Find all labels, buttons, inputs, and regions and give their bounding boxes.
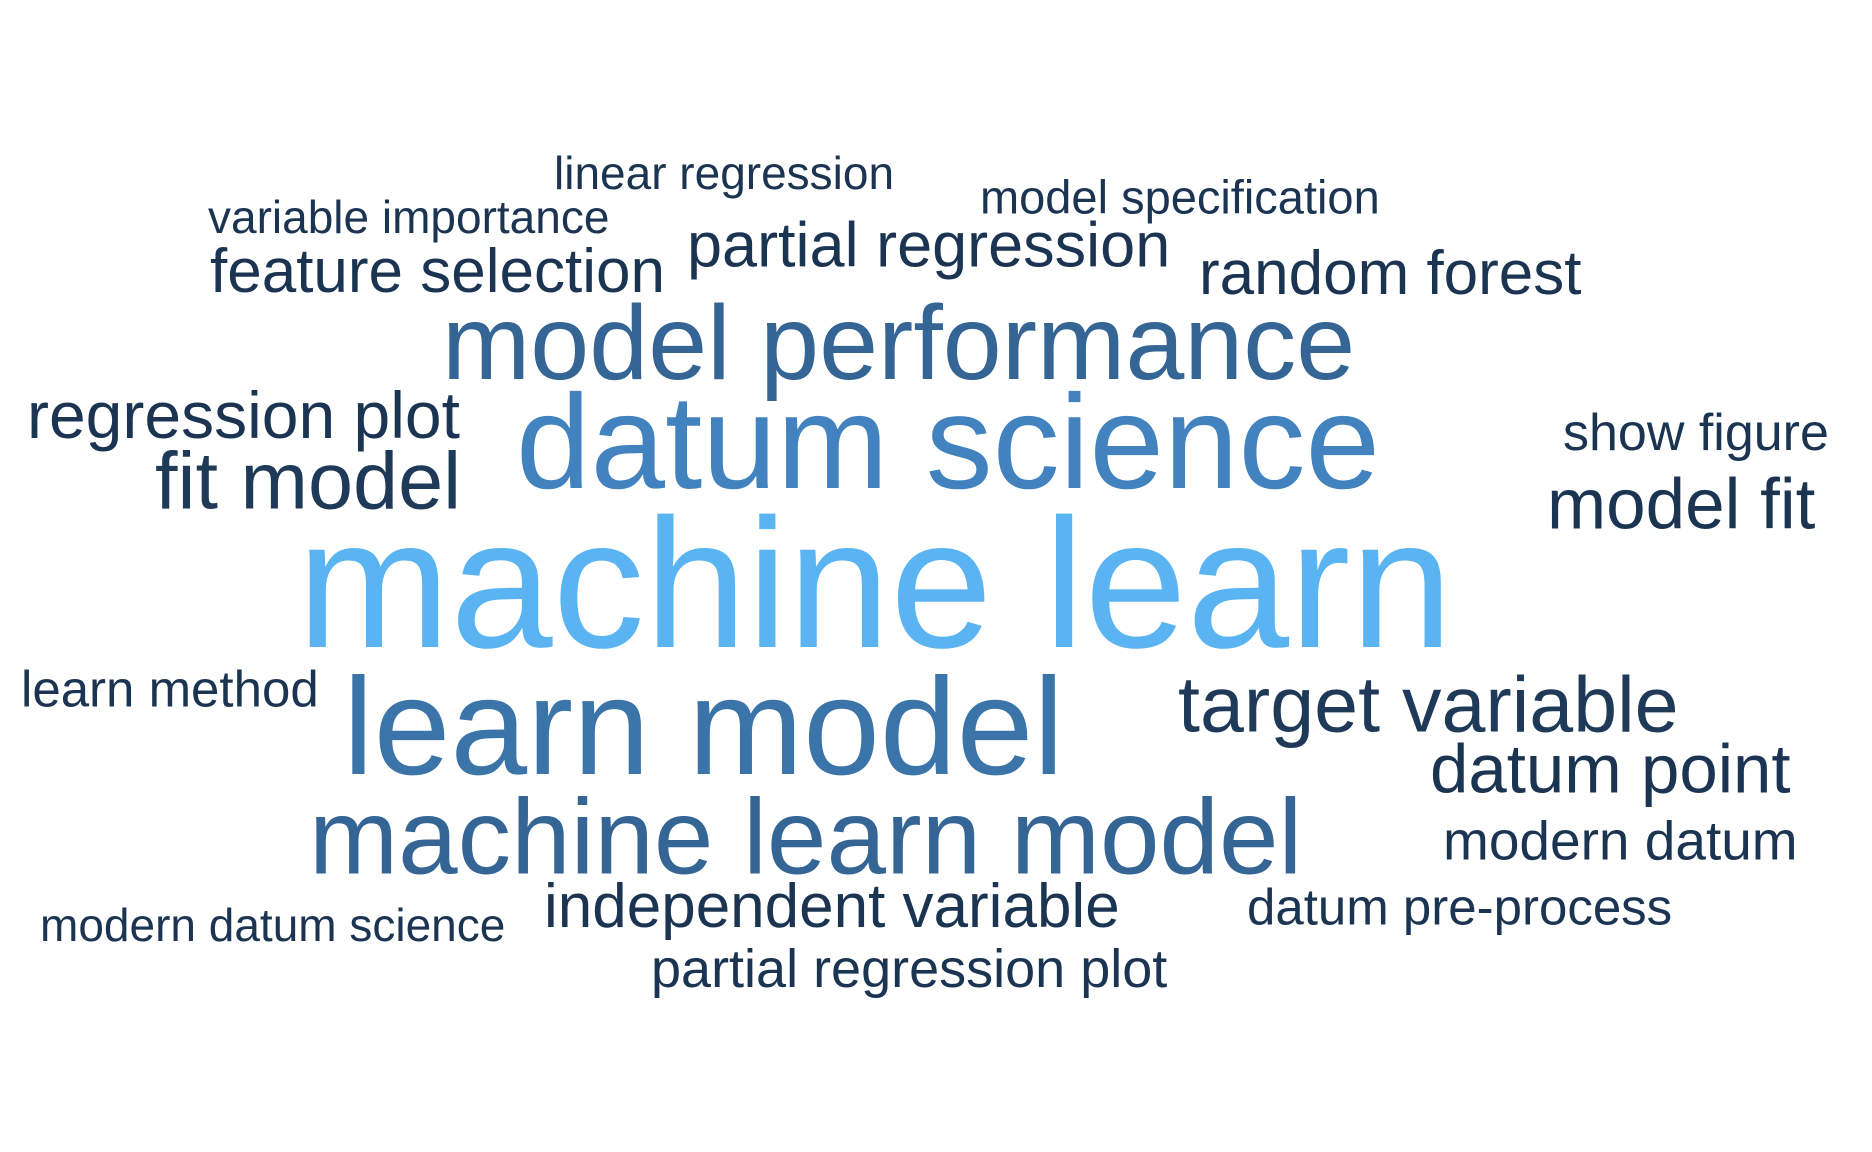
word-target-variable: target variable [1178,659,1679,749]
word-model-specification: model specification [980,170,1380,224]
word-linear-regression: linear regression [554,147,895,199]
word-variable-importance: variable importance [208,191,610,243]
word-independent-variable: independent variable [544,872,1120,941]
word-feature-selection: feature selection [210,237,665,306]
word-machine-learn: machine learn [297,480,1453,686]
word-partial-regression-plot: partial regression plot [651,939,1168,999]
word-datum-pre-process: datum pre-process [1247,878,1673,936]
word-datum-point: datum point [1430,730,1791,808]
word-model-performance: model performance [442,284,1356,402]
word-fit-model: fit model [155,436,462,527]
word-regression-plot: regression plot [27,378,460,452]
word-modern-datum: modern datum [1443,809,1798,872]
word-modern-datum-science: modern datum science [40,899,506,951]
word-machine-learn-model: machine learn model [309,776,1303,897]
word-show-figure: show figure [1563,404,1829,462]
word-model-fit: model fit [1547,465,1816,545]
word-learn-method: learn method [21,660,319,718]
word-partial-regression: partial regression [687,210,1171,281]
word-learn-model: learn model [343,650,1065,804]
word-random-forest: random forest [1199,239,1582,308]
word-datum-science: datum science [516,368,1380,517]
